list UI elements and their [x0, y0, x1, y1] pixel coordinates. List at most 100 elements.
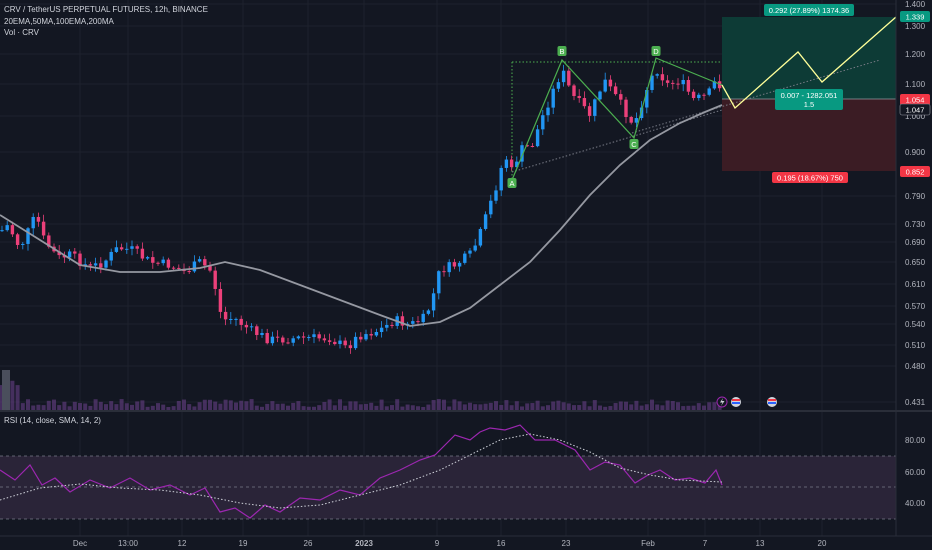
candle[interactable]	[478, 228, 483, 246]
candle[interactable]	[364, 334, 368, 340]
candle[interactable]	[312, 334, 316, 338]
candle[interactable]	[213, 270, 217, 289]
projection-path[interactable]	[721, 16, 897, 110]
candle[interactable]	[645, 89, 649, 108]
candle[interactable]	[400, 316, 405, 326]
candle[interactable]	[125, 248, 129, 250]
candle[interactable]	[676, 83, 680, 85]
candle[interactable]	[671, 82, 675, 84]
candle[interactable]	[686, 80, 691, 92]
candle[interactable]	[114, 247, 119, 252]
candle[interactable]	[697, 94, 701, 99]
candle[interactable]	[203, 259, 207, 266]
candle[interactable]	[655, 74, 659, 76]
candle[interactable]	[541, 115, 545, 130]
volume-legend[interactable]: Vol · CRV	[4, 28, 39, 37]
rsi-legend[interactable]: RSI (14, close, SMA, 14, 2)	[4, 416, 101, 425]
candle[interactable]	[244, 324, 249, 328]
candle[interactable]	[135, 246, 139, 249]
candle[interactable]	[161, 259, 165, 264]
candle[interactable]	[499, 167, 503, 191]
candle[interactable]	[483, 214, 488, 229]
price-axis[interactable]: 1.400 1.300 1.200 1.100 1.000 0.900 0.790 0.730…	[905, 0, 926, 407]
lightning-icon[interactable]	[716, 396, 728, 408]
candle[interactable]	[57, 251, 61, 256]
candle[interactable]	[47, 235, 51, 247]
candle[interactable]	[145, 257, 150, 259]
candle[interactable]	[525, 145, 529, 147]
candle[interactable]	[255, 326, 259, 335]
pattern-point-marker[interactable]	[629, 139, 639, 149]
candle[interactable]	[426, 310, 431, 314]
candle[interactable]	[348, 345, 353, 349]
candle[interactable]	[431, 293, 436, 311]
candle[interactable]	[556, 82, 561, 89]
candle[interactable]	[260, 333, 264, 335]
candle[interactable]	[717, 81, 722, 89]
candle[interactable]	[463, 253, 467, 263]
candle[interactable]	[104, 260, 108, 268]
candle[interactable]	[567, 70, 571, 86]
candle[interactable]	[379, 327, 384, 333]
candle[interactable]	[317, 334, 321, 339]
candle[interactable]	[468, 250, 472, 254]
candle[interactable]	[192, 261, 197, 272]
pattern-point-marker[interactable]	[507, 178, 517, 188]
candle[interactable]	[249, 326, 254, 328]
rsi-line[interactable]	[0, 424, 723, 519]
candle[interactable]	[416, 321, 420, 323]
candle[interactable]	[119, 247, 124, 250]
candle[interactable]	[15, 234, 20, 245]
candle[interactable]	[359, 336, 363, 340]
pattern-point-marker[interactable]	[651, 46, 661, 56]
flag-icon[interactable]	[767, 397, 777, 407]
candle[interactable]	[473, 245, 477, 251]
indicators-legend[interactable]: 20EMA,50MA,100EMA,200MA	[4, 17, 114, 26]
candle[interactable]	[374, 332, 379, 336]
candle[interactable]	[296, 336, 301, 339]
time-axis[interactable]: Dec 13:00 12 19 26 2023 9 16 23 Feb 7 13 20	[73, 539, 827, 548]
candle[interactable]	[390, 324, 394, 326]
candle[interactable]	[99, 263, 103, 268]
candle[interactable]	[660, 74, 665, 81]
candle[interactable]	[239, 318, 243, 325]
candle[interactable]	[447, 262, 451, 273]
candle[interactable]	[5, 225, 9, 231]
candle[interactable]	[593, 99, 597, 116]
candle[interactable]	[177, 267, 181, 269]
candle[interactable]	[301, 336, 306, 338]
candle[interactable]	[437, 271, 441, 294]
candle[interactable]	[385, 324, 389, 328]
candle[interactable]	[10, 225, 15, 235]
candle[interactable]	[707, 88, 711, 95]
symbol-title[interactable]: CRV / TetherUS PERPETUAL FUTURES, 12h, B…	[4, 5, 208, 14]
candle[interactable]	[530, 145, 535, 147]
candle[interactable]	[93, 263, 98, 266]
candle[interactable]	[520, 145, 524, 162]
candle[interactable]	[338, 340, 342, 345]
candle[interactable]	[634, 118, 639, 123]
candle[interactable]	[535, 129, 540, 147]
candle[interactable]	[582, 98, 587, 107]
candle[interactable]	[234, 318, 238, 320]
candle[interactable]	[561, 70, 566, 83]
candle[interactable]	[343, 340, 347, 346]
candle[interactable]	[650, 75, 654, 90]
candle[interactable]	[281, 337, 285, 343]
candle[interactable]	[515, 161, 519, 168]
candle[interactable]	[702, 94, 706, 96]
candle[interactable]	[275, 336, 280, 338]
candle[interactable]	[286, 342, 290, 344]
candle[interactable]	[36, 216, 41, 222]
candle[interactable]	[546, 107, 550, 116]
candle[interactable]	[140, 248, 145, 259]
candle[interactable]	[691, 91, 696, 99]
candle[interactable]	[166, 259, 171, 268]
candle[interactable]	[218, 288, 223, 312]
candle[interactable]	[41, 221, 46, 236]
candle[interactable]	[551, 88, 555, 108]
moving-average-line[interactable]	[0, 104, 723, 327]
candle[interactable]	[78, 253, 82, 267]
candle[interactable]	[598, 91, 602, 100]
